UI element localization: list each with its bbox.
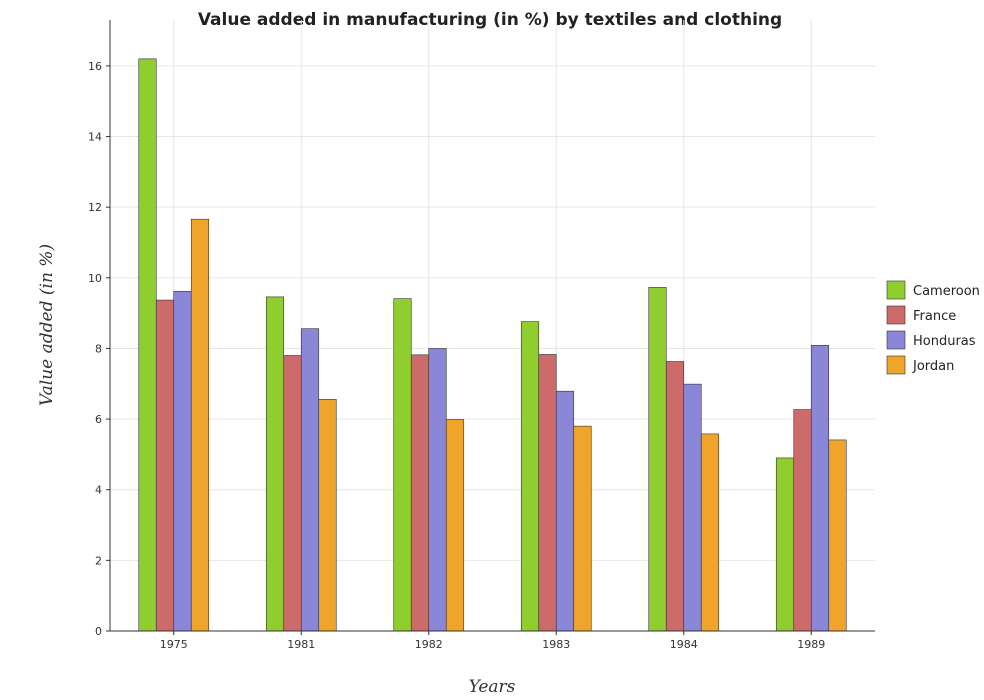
legend-label-honduras: Honduras [913, 334, 976, 349]
y-tick-label: 8 [95, 342, 102, 355]
bar-france-1982 [410, 354, 430, 632]
bar-cameroon-1981 [265, 296, 285, 632]
legend: Cameroon France Honduras Jordan [886, 280, 980, 375]
bar-cameroon-1989 [775, 457, 795, 632]
legend-label-france: France [913, 309, 956, 324]
legend-swatch-jordan [886, 355, 906, 375]
y-tick-label: 4 [95, 484, 102, 497]
bar-honduras-1975 [173, 290, 192, 632]
bar-jordan-1983 [573, 425, 592, 632]
x-tick-label: 1989 [797, 638, 825, 651]
bar-honduras-1982 [428, 348, 447, 632]
bar-jordan-1984 [700, 433, 720, 632]
legend-swatch-france [886, 305, 906, 325]
bar-france-1984 [665, 361, 685, 632]
bar-jordan-1975 [190, 218, 210, 632]
x-tick-labels: 1975 1981 1982 1983 1984 1989 [160, 631, 825, 651]
x-tick-label: 1981 [287, 638, 315, 651]
y-tick-label: 16 [88, 60, 102, 73]
legend-swatch-honduras [886, 330, 906, 350]
y-tick-label: 0 [95, 625, 102, 638]
legend-label-jordan: Jordan [912, 359, 954, 374]
axes [109, 20, 875, 632]
bar-cameroon-1982 [393, 298, 412, 632]
x-tick-label: 1982 [415, 638, 443, 651]
y-tick-labels: 0 2 4 6 8 10 12 14 16 [88, 60, 110, 638]
bar-france-1983 [538, 354, 557, 632]
bar-jordan-1989 [828, 439, 847, 632]
bar-france-1975 [155, 299, 175, 632]
y-tick-label: 6 [95, 413, 102, 426]
bar-honduras-1983 [555, 390, 575, 632]
bars [138, 58, 847, 632]
bar-honduras-1984 [683, 383, 702, 632]
chart-title: Value added in manufacturing (in %) by t… [198, 10, 782, 30]
y-tick-label: 12 [88, 201, 102, 214]
bar-france-1989 [793, 409, 812, 632]
x-tick-label: 1975 [160, 638, 188, 651]
x-tick-label: 1984 [670, 638, 698, 651]
bar-jordan-1982 [445, 419, 465, 632]
bar-cameroon-1975 [138, 58, 157, 632]
bar-cameroon-1984 [648, 287, 667, 632]
x-axis-label: Years [469, 677, 516, 697]
bar-honduras-1981 [300, 328, 320, 632]
grid [110, 20, 875, 632]
y-tick-label: 14 [88, 131, 102, 144]
y-axis-label: Value added (in %) [37, 244, 57, 406]
y-tick-label: 10 [88, 272, 102, 285]
x-tick-label: 1983 [542, 638, 570, 651]
bar-honduras-1989 [810, 344, 830, 632]
y-tick-label: 2 [95, 554, 102, 567]
bar-jordan-1981 [318, 399, 337, 632]
legend-swatch-cameroon [886, 280, 906, 300]
bar-france-1981 [283, 355, 302, 632]
legend-label-cameroon: Cameroon [913, 284, 980, 299]
bar-cameroon-1983 [520, 321, 540, 632]
